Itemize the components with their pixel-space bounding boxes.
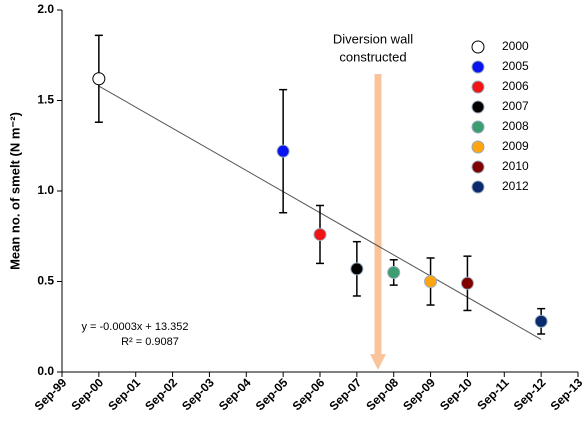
x-tick-label: Sep-11: [474, 375, 511, 412]
point: [424, 275, 438, 288]
legend-marker: [471, 140, 485, 154]
annotation: constructed: [339, 49, 406, 64]
legend-label: 2000: [502, 39, 529, 53]
x-tick-label: Sep-10: [437, 375, 475, 413]
point: [387, 265, 401, 279]
y-tick-label: 1.0: [37, 183, 54, 197]
x-tick-label: Sep-09: [400, 375, 438, 413]
legend-label: 2012: [502, 179, 529, 193]
r-squared: R² = 0.9087: [121, 336, 179, 348]
legend-marker: [471, 60, 485, 74]
legend-marker: [471, 120, 485, 134]
x-tick-label: Sep-07: [326, 375, 364, 413]
legend-marker: [471, 40, 485, 54]
y-tick-label: 2.0: [37, 2, 54, 16]
x-tick-label: Sep-01: [105, 375, 143, 413]
legend-marker: [471, 180, 485, 194]
x-tick-label: Sep-05: [253, 375, 291, 413]
x-tick-label: Sep-04: [216, 375, 254, 413]
legend-label: 2005: [502, 59, 529, 73]
x-tick-label: Sep-13: [548, 375, 584, 413]
legend-marker: [471, 160, 485, 174]
y-axis-label: Mean no. of smelt (N m⁻²): [7, 112, 22, 270]
legend-label: 2006: [502, 79, 529, 93]
legend-marker: [471, 100, 485, 114]
point: [460, 276, 474, 290]
point: [313, 227, 327, 241]
point: [534, 314, 548, 328]
point: [92, 72, 106, 86]
equation: y = -0.0003x + 13.352: [81, 321, 188, 333]
x-tick-label: Sep-08: [363, 375, 401, 413]
point: [276, 144, 290, 158]
arrow-head: [370, 354, 386, 370]
legend-label: 2009: [502, 139, 529, 153]
legend-label: 2008: [502, 119, 529, 133]
y-tick-label: 1.5: [37, 93, 54, 107]
x-tick-label: Sep-00: [68, 375, 106, 413]
y-tick-label: 0.0: [37, 364, 54, 378]
y-tick-label: 0.5: [37, 274, 54, 288]
legend-label: 2010: [502, 159, 529, 173]
x-tick-label: Sep-03: [179, 375, 217, 413]
legend-marker: [471, 80, 485, 94]
legend-label: 2007: [502, 99, 529, 113]
annotation: Diversion wall: [333, 31, 413, 46]
x-tick-label: Sep-99: [32, 375, 70, 413]
x-tick-label: Sep-12: [511, 375, 549, 413]
x-tick-label: Sep-06: [290, 375, 328, 413]
point: [350, 262, 364, 276]
x-tick-label: Sep-02: [142, 375, 180, 413]
